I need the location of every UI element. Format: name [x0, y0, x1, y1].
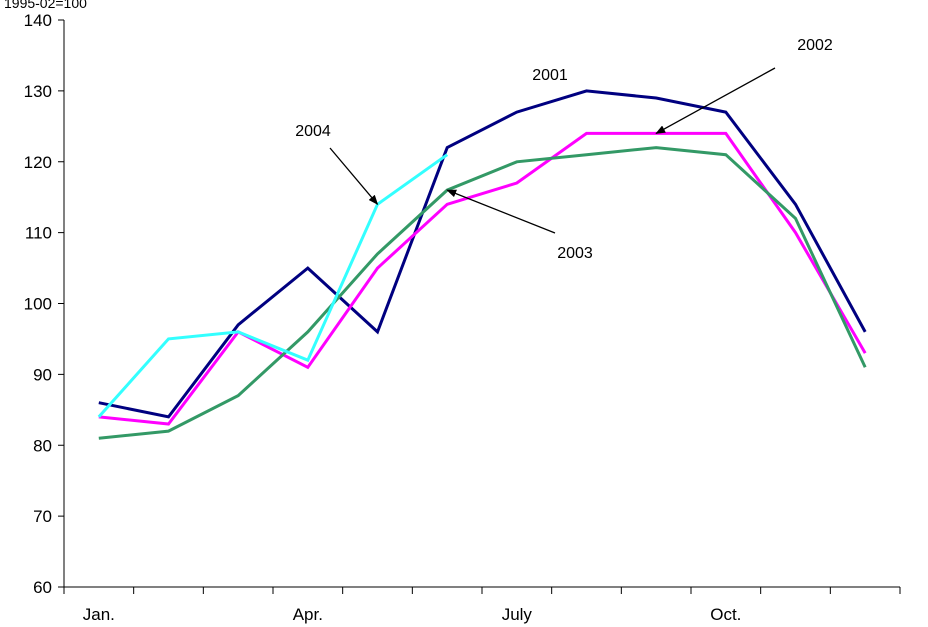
y-tick-label: 60 [33, 578, 52, 597]
chart-annotations: 2001 2002 2003 2004 [295, 37, 833, 262]
annotation-arrow-2002 [655, 67, 776, 134]
annotation-arrow-2004 [329, 147, 379, 206]
index-base-label: 1995-02=100 [4, 0, 87, 11]
annotation-2002: 2002 [797, 37, 833, 54]
annotation-2004: 2004 [295, 123, 331, 140]
series-line-2002 [98, 131, 867, 426]
x-tick-label: July [502, 605, 533, 624]
x-tick-label: Apr. [293, 605, 323, 624]
chart-series-lines [97, 89, 867, 440]
y-tick-label: 70 [33, 507, 52, 526]
annotation-2001: 2001 [532, 67, 568, 84]
x-tick-label: Jan. [83, 605, 115, 624]
series-line-2004 [97, 153, 449, 418]
annotation-arrow-2003 [446, 189, 556, 234]
y-tick-label: 110 [25, 224, 52, 243]
series-line-2003 [98, 146, 867, 440]
series-line-2001 [98, 89, 867, 419]
y-tick-label: 130 [24, 82, 52, 101]
y-tick-label: 140 [24, 11, 52, 30]
y-tick-label: 80 [33, 436, 52, 455]
y-tick-label: 90 [33, 365, 52, 384]
annotation-2003: 2003 [557, 245, 593, 262]
chart-axes: 60 70 80 90 100 110 120 130 140 Jan. Apr. July Oct. [24, 11, 901, 624]
y-tick-label: 100 [24, 295, 52, 314]
x-tick-label: Oct. [710, 605, 741, 624]
y-tick-label: 120 [24, 153, 52, 172]
